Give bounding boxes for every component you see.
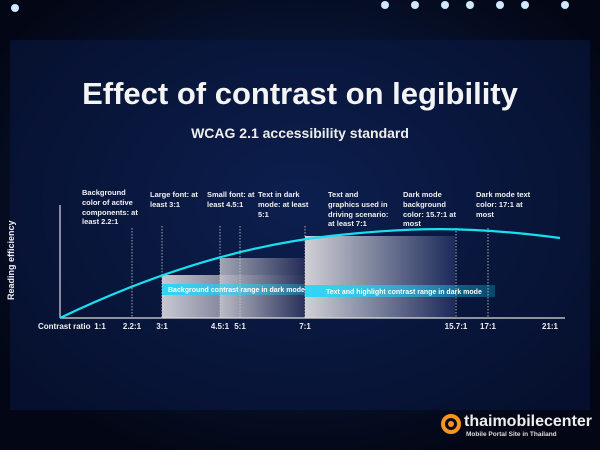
x-tick-label: 2.2:1 <box>122 322 142 331</box>
x-tick-label: 3:1 <box>156 322 168 331</box>
range-box-driving <box>305 236 455 318</box>
range-label-text: Text and highlight contrast range in dar… <box>326 289 482 296</box>
annotation: Large font: at least 3:1 <box>150 190 198 209</box>
x-axis-label: Contrast ratio <box>38 322 91 331</box>
stage-lights <box>11 1 569 12</box>
stage-light <box>441 1 449 9</box>
annotation: Text and graphics used in driving scenar… <box>328 190 389 229</box>
stage-light <box>11 4 19 12</box>
annotation: Small font: at least 4.5:1 <box>207 190 255 209</box>
page-subtitle: WCAG 2.1 accessibility standard <box>191 125 409 141</box>
logo-icon <box>441 414 461 434</box>
annotation: Dark mode background color: 15.7:1 at mo… <box>403 190 456 229</box>
stage-light <box>496 1 504 9</box>
range-label-background: Background contrast range in dark mode <box>168 287 305 294</box>
y-axis-label: Reading efficiency <box>6 220 16 300</box>
page-title: Effect of contrast on legibility <box>82 76 518 111</box>
x-tick-label: 1:1 <box>94 322 106 331</box>
watermark-logo: thaimobilecenter Mobile Portal Site in T… <box>440 413 592 440</box>
range-band-text <box>305 285 495 297</box>
stage-light <box>466 1 474 9</box>
chart <box>59 205 565 319</box>
x-tick-label: 4.5:1 <box>210 322 230 331</box>
stage-light <box>521 1 529 9</box>
range-band-background <box>162 284 305 295</box>
x-tick-label: 5:1 <box>234 322 246 331</box>
annotation: Dark mode text color: 17:1 at most <box>476 190 531 219</box>
stage-light <box>561 1 569 9</box>
projection-screen <box>10 40 590 410</box>
x-tick-label: 15.7:1 <box>444 322 468 331</box>
x-tick-label: 7:1 <box>299 322 311 331</box>
x-tick-label: 21:1 <box>541 322 559 331</box>
annotation: Text in dark mode: at least 5:1 <box>258 190 309 219</box>
stage-light <box>411 1 419 9</box>
stage-light <box>381 1 389 9</box>
logo-tagline: Mobile Portal Site in Thailand <box>466 431 557 438</box>
annotation: Background color of active components: a… <box>82 188 138 227</box>
logo-brand: thaimobilecenter <box>464 413 593 430</box>
reading-efficiency-curve <box>59 228 561 319</box>
x-tick-label: 17:1 <box>479 322 497 331</box>
